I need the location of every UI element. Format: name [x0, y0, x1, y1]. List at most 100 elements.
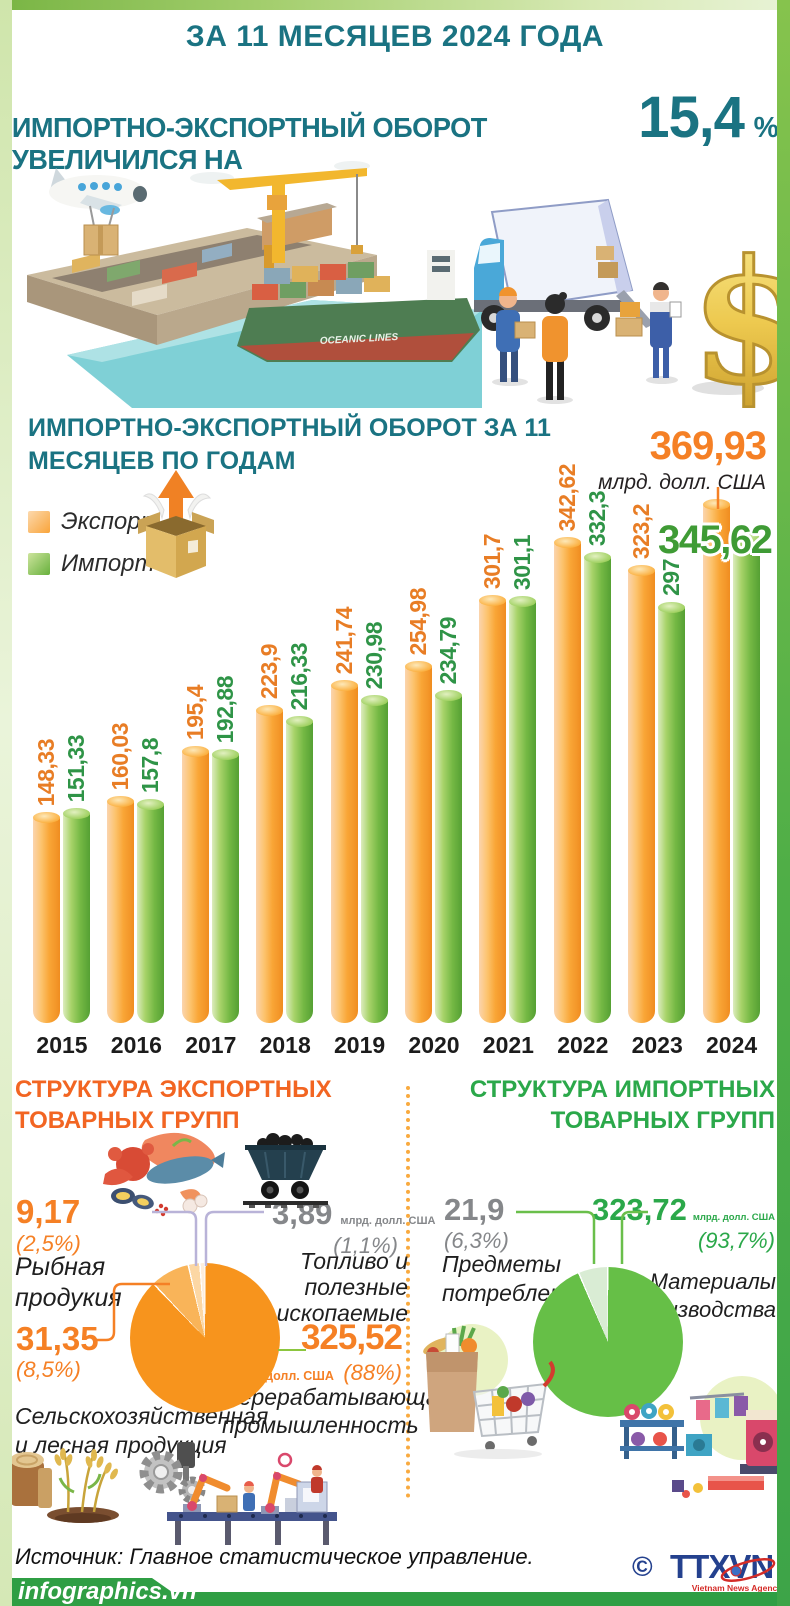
- coal-cart-icon: [243, 1133, 328, 1208]
- crane-icon: [217, 168, 367, 285]
- bar-value-label: 148,33: [33, 738, 59, 806]
- bar-value-label: 230,98: [360, 621, 387, 689]
- dollar-icon: $: [689, 222, 779, 409]
- fuel-unit: млрд. долл. США: [340, 1215, 436, 1227]
- page-title-percent: %: [753, 112, 779, 144]
- bar-cap: [509, 596, 537, 607]
- bar-cap: [33, 812, 60, 823]
- open-box-arrow-icon: [138, 470, 214, 578]
- bar-exp-2019: [330, 680, 358, 1023]
- materials-percent: (93,7%): [697, 1228, 775, 1253]
- bar-value-label: 332,3: [583, 490, 610, 546]
- bar-cap: [553, 537, 581, 548]
- seafood-icon: [103, 1132, 225, 1217]
- fuel-percent: (1,1%): [333, 1233, 398, 1258]
- materials-value: 323,72: [592, 1192, 687, 1227]
- bar-exp-2023: [628, 565, 656, 1023]
- turnover-bar-chart: 148,33 151,33 2015 160,03 157,8 2016 195,4 192,…: [0, 464, 790, 1058]
- year-label-2016: 2016: [110, 1032, 162, 1058]
- svg-text:$: $: [690, 223, 778, 408]
- bar-imp-2020: [435, 690, 462, 1023]
- year-label-2019: 2019: [334, 1032, 386, 1058]
- bar-cap: [63, 808, 90, 819]
- page-title: ИМПОРТНО-ЭКСПОРТНЫЙ ОБОРОТ УВЕЛИЧИЛСЯ НА…: [11, 84, 779, 176]
- year-label-2015: 2015: [36, 1032, 88, 1058]
- bar-value-label: 216,33: [286, 642, 313, 710]
- frame-left-border: [0, 0, 12, 1606]
- consumer-value: 21,9: [444, 1192, 505, 1227]
- import-swatch-icon: [28, 553, 50, 575]
- export-callout-unit: млрд. долл. США: [598, 471, 766, 494]
- materials-value-row: 323,72 млрд. долл. США: [560, 1192, 775, 1228]
- bar-cap: [256, 705, 284, 716]
- bar-exp-2018: [256, 705, 284, 1023]
- export-callout-value: 369,93: [649, 424, 767, 468]
- materials-unit: млрд. долл. США: [692, 1212, 775, 1223]
- page-title-highlight: 15,4: [638, 85, 745, 150]
- agri-value: 31,35: [16, 1320, 99, 1357]
- bar-cap: [405, 661, 432, 672]
- copyright-symbol: ©: [632, 1551, 653, 1582]
- bar-value-label: 151,33: [63, 734, 89, 802]
- bar-value-label: 223,9: [256, 643, 283, 699]
- year-label-2022: 2022: [557, 1032, 609, 1058]
- bar-value-label: 192,88: [211, 675, 238, 743]
- year-label-2023: 2023: [631, 1032, 683, 1058]
- site-name: infographics.vn: [18, 1578, 197, 1605]
- port-logistics-illustration: OCEANIC LINES: [27, 161, 779, 409]
- legend-item-import: Импорт: [28, 550, 161, 578]
- source-note: Источник: Главное статистическое управле…: [15, 1544, 534, 1569]
- bar-value-label: 157,8: [137, 737, 164, 793]
- bar-cap: [211, 749, 239, 760]
- import-structure-title: СТРУКТУРА ИМПОРТНЫХ ТОВАРНЫХ ГРУПП: [410, 1074, 775, 1136]
- bar-value-label: 234,79: [435, 616, 461, 684]
- industry-percent: (88%): [343, 1360, 402, 1385]
- year-label-2021: 2021: [482, 1032, 534, 1058]
- bar-cap: [702, 499, 730, 510]
- import-pie-chart: [533, 1267, 683, 1417]
- agency-subtitle: Vietnam News Agency: [691, 1583, 782, 1593]
- chart-section-title: ИМПОРТНО-ЭКСПОРТНЫЙ ОБОРОТ ЗА 11 МЕСЯЦЕВ…: [28, 412, 551, 478]
- materials-label: Материалы производства: [629, 1269, 776, 1322]
- bar-cap: [732, 533, 760, 544]
- fish-percent: (2,5%): [16, 1231, 81, 1256]
- bar-exp-2022: [553, 537, 581, 1023]
- bar-exp-2020: [405, 661, 432, 1023]
- export-structure-title-line2: ТОВАРНЫХ ГРУПП: [15, 1107, 240, 1134]
- frame-right-border: [777, 0, 790, 1606]
- globe-swoosh-icon: [720, 1558, 776, 1582]
- bar-exp-2021: [479, 595, 507, 1023]
- bar-cap: [658, 602, 686, 613]
- legend-import-label: Импорт: [61, 550, 155, 577]
- bar-value-label: 241,74: [330, 606, 357, 674]
- bar-value-label: 254,98: [405, 587, 431, 655]
- bar-imp-2015: [63, 808, 90, 1023]
- bar-cap: [107, 796, 135, 807]
- bar-imp-2017: [211, 749, 239, 1023]
- wood-rice-icon: [10, 1448, 119, 1523]
- bar-imp-2019: [360, 695, 388, 1023]
- fuel-label: Топливо и полезные ископаемые: [276, 1248, 408, 1326]
- bar-value-label: 323,2: [628, 503, 655, 559]
- ship-name-text: OCEANIC LINES: [320, 332, 399, 347]
- bar-cap: [628, 565, 656, 576]
- bar-exp-2017: [181, 746, 209, 1023]
- export-callout: 369,93 млрд. долл. США: [598, 424, 767, 495]
- page-title-text: ИМПОРТНО-ЭКСПОРТНЫЙ ОБОРОТ УВЕЛИЧИЛСЯ НА: [11, 112, 487, 175]
- bar-value-label: 342,62: [553, 463, 580, 531]
- industry-value: 325,52: [300, 1318, 403, 1357]
- bar-cap: [435, 690, 462, 701]
- bar-cap: [137, 799, 165, 810]
- bar-cap: [479, 595, 507, 606]
- bar-value-label: 195,4: [181, 684, 208, 740]
- year-label-2024: 2024: [706, 1032, 758, 1058]
- bar-imp-2016: [137, 799, 165, 1023]
- bar-value-label: 301,1: [509, 534, 536, 590]
- fish-value: 9,17: [16, 1193, 81, 1230]
- textile-production-icon: [620, 1376, 784, 1498]
- bar-cap: [181, 746, 209, 757]
- bar-imp-2024: [732, 533, 760, 1023]
- cargo-plane-icon: [49, 168, 147, 256]
- section-divider: [406, 1086, 410, 1498]
- export-structure-title-line1: СТРУКТУРА ЭКСПОРТНЫХ: [15, 1076, 332, 1103]
